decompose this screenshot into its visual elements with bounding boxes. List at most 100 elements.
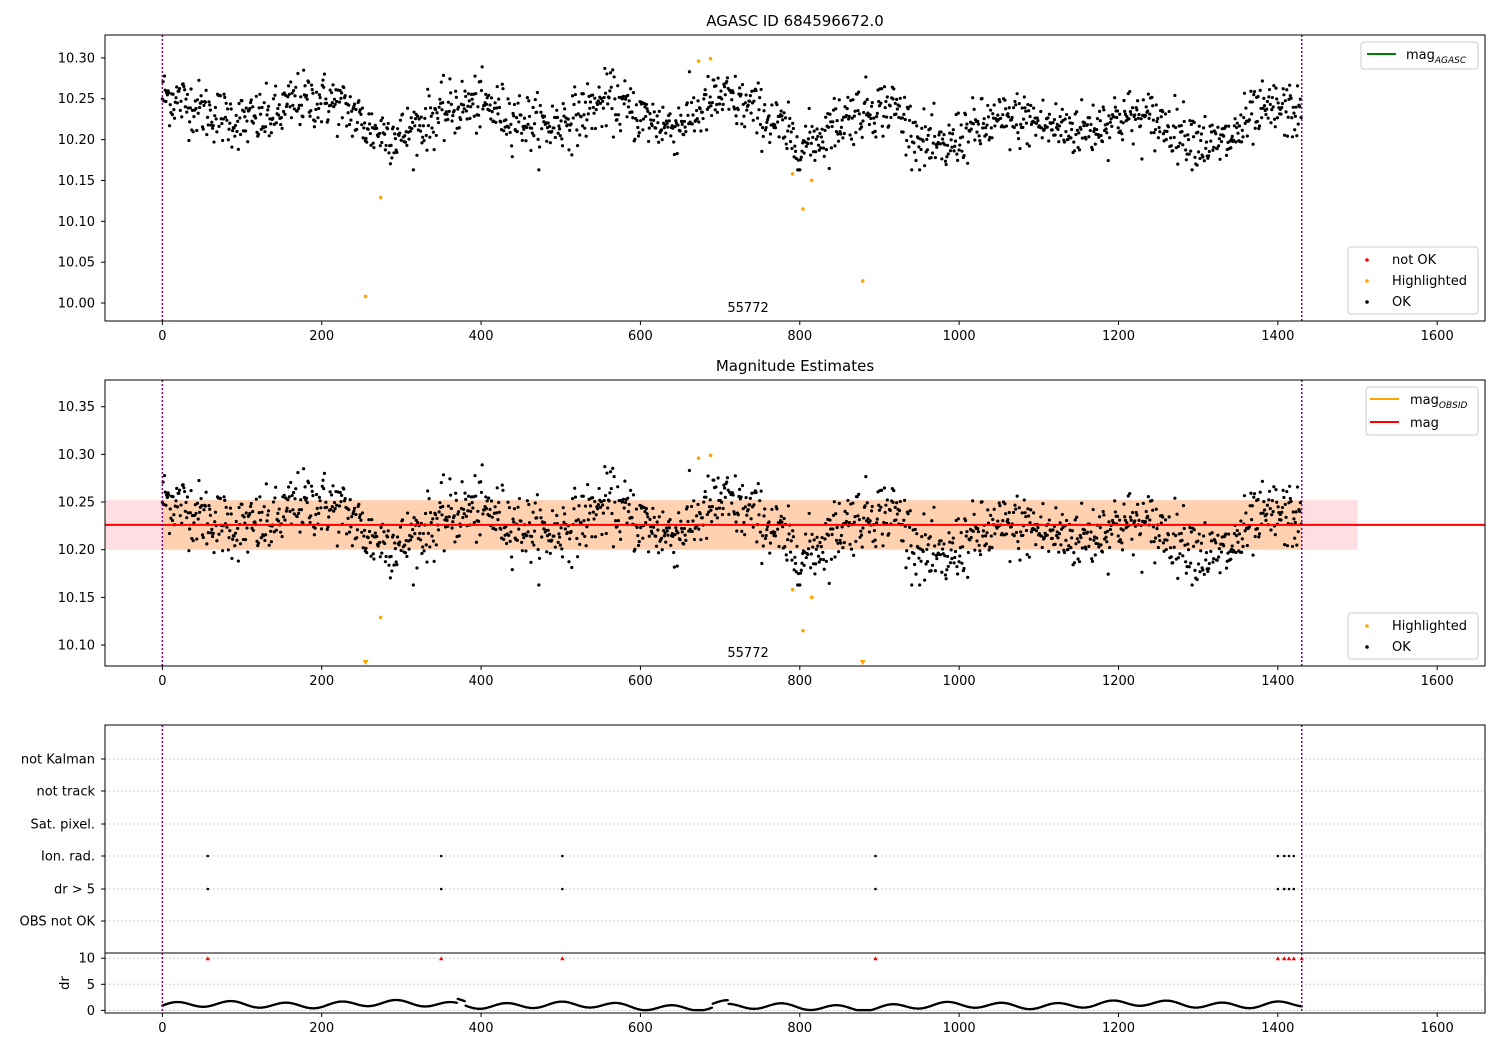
data-point-ok xyxy=(370,518,374,522)
data-point-ok xyxy=(177,488,182,492)
data-point-ok xyxy=(378,144,382,148)
data-point-ok xyxy=(1275,97,1279,101)
data-point-ok xyxy=(980,96,984,101)
data-point-ok xyxy=(656,551,661,555)
data-point-ok xyxy=(626,93,630,98)
data-point-ok xyxy=(1023,511,1027,515)
data-point-ok xyxy=(326,118,330,122)
data-point-ok xyxy=(588,504,593,508)
data-point-ok xyxy=(1074,132,1078,137)
data-point-ok xyxy=(1288,484,1292,488)
data-point-ok xyxy=(399,138,403,142)
data-point-ok xyxy=(1219,550,1224,554)
data-point-ok xyxy=(355,120,360,125)
data-point-ok xyxy=(550,129,554,134)
data-point-ok xyxy=(484,92,488,96)
data-point-ok xyxy=(605,72,609,76)
data-point-ok xyxy=(884,99,888,104)
data-point-ok xyxy=(978,549,982,553)
data-point-ok xyxy=(875,111,879,115)
data-point-ok xyxy=(218,496,223,501)
data-point-ok xyxy=(479,490,484,495)
data-point-ok xyxy=(1026,507,1030,511)
data-point-ok xyxy=(318,499,322,503)
data-point-ok xyxy=(226,107,230,111)
data-point-ok xyxy=(852,142,856,147)
data-point-ok xyxy=(870,504,874,509)
data-point-ok xyxy=(591,496,595,500)
data-point-ok xyxy=(1004,107,1008,111)
data-point-ok xyxy=(1143,520,1148,524)
data-point-ok xyxy=(697,527,701,531)
data-point-ok xyxy=(403,551,408,555)
data-point-ok xyxy=(208,108,213,112)
data-point-ok xyxy=(793,144,797,148)
data-point-ok xyxy=(1133,519,1137,523)
data-point-ok xyxy=(622,102,626,106)
data-point-ok xyxy=(791,121,795,125)
data-point-ok xyxy=(510,155,514,159)
data-point-ok xyxy=(704,93,708,97)
data-point-ok xyxy=(220,121,224,126)
data-point-ok xyxy=(833,144,837,148)
data-point-highlighted xyxy=(860,279,865,283)
data-point-ok xyxy=(527,521,532,525)
data-point-ok xyxy=(167,531,172,536)
data-point-ok xyxy=(1280,505,1285,510)
flag-point xyxy=(1282,887,1286,891)
data-point-ok xyxy=(271,500,276,504)
data-point-ok xyxy=(265,519,269,523)
data-point-ok xyxy=(833,555,837,559)
data-point-ok xyxy=(291,490,296,495)
data-point-ok xyxy=(1133,113,1137,117)
data-point-ok xyxy=(674,119,678,123)
data-point-highlighted xyxy=(363,294,368,299)
data-point-ok xyxy=(281,109,286,114)
data-point-ok xyxy=(1017,506,1021,510)
data-point-ok xyxy=(1190,168,1194,172)
data-point-ok xyxy=(310,87,314,92)
data-point-ok xyxy=(198,510,202,514)
data-point-ok xyxy=(601,511,605,515)
data-point-ok xyxy=(204,88,208,92)
data-point-ok xyxy=(417,117,421,121)
data-point-ok xyxy=(966,161,970,165)
data-point-ok xyxy=(162,74,167,78)
data-point-ok xyxy=(760,534,765,538)
data-point-ok xyxy=(647,126,651,130)
data-point-ok xyxy=(1193,568,1197,573)
data-point-ok xyxy=(1258,88,1262,92)
data-point-ok xyxy=(311,494,315,498)
data-point-ok xyxy=(248,100,253,105)
data-point-ok xyxy=(232,126,236,130)
data-point-ok xyxy=(383,132,387,136)
data-point-ok xyxy=(393,541,397,545)
data-point-ok xyxy=(217,124,221,128)
data-point-ok xyxy=(537,583,541,587)
data-point-ok xyxy=(956,517,960,521)
data-point-ok xyxy=(337,122,341,127)
data-point-ok xyxy=(1105,131,1109,135)
data-point-ok xyxy=(400,112,405,116)
data-point-ok xyxy=(859,529,863,533)
data-point-ok xyxy=(1045,533,1049,537)
data-point-ok xyxy=(1122,502,1126,506)
data-point-ok xyxy=(786,504,790,508)
data-point-ok xyxy=(576,518,580,522)
data-point-ok xyxy=(525,125,529,130)
data-point-ok xyxy=(908,104,912,108)
data-point-ok xyxy=(680,530,684,534)
data-point-ok xyxy=(940,137,945,141)
data-point-ok xyxy=(720,97,724,101)
data-point-ok xyxy=(823,128,827,132)
data-point-ok xyxy=(656,121,660,125)
data-point-ok xyxy=(654,135,659,139)
data-point-ok xyxy=(299,498,303,502)
data-point-ok xyxy=(195,128,199,133)
data-point-ok xyxy=(256,541,261,545)
data-point-ok xyxy=(1069,546,1073,550)
data-point-ok xyxy=(1130,537,1134,541)
data-point-ok xyxy=(1187,565,1191,569)
data-point-ok xyxy=(716,76,720,80)
data-point-ok xyxy=(175,486,179,490)
